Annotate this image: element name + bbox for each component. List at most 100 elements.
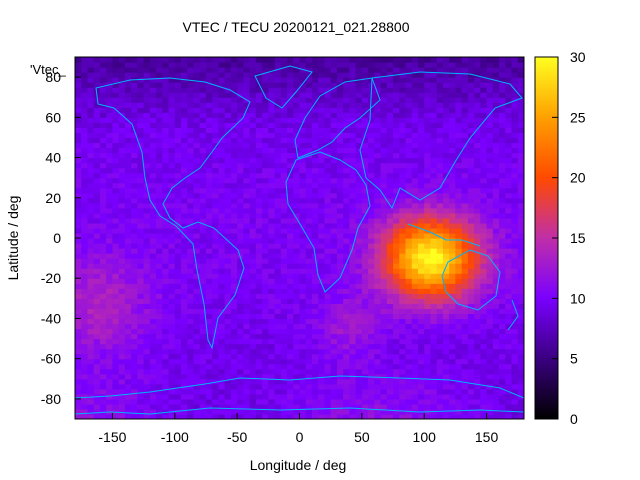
heatmap-cell xyxy=(455,383,463,390)
heatmap-cell xyxy=(486,122,494,128)
heatmap-cell xyxy=(174,398,182,405)
heatmap-cell xyxy=(237,258,244,264)
heatmap-cell xyxy=(424,217,432,224)
heatmap-cell xyxy=(349,172,357,179)
heatmap-cell xyxy=(75,97,82,103)
heatmap-cell xyxy=(131,172,138,179)
heatmap-cell xyxy=(417,57,425,63)
heatmap-cell xyxy=(436,57,444,63)
heatmap-cell xyxy=(355,202,363,209)
heatmap-cell xyxy=(368,227,375,234)
heatmap-cell xyxy=(311,217,319,224)
heatmap-cell xyxy=(374,338,382,345)
heatmap-cell xyxy=(224,253,232,259)
heatmap-cell xyxy=(99,353,107,360)
heatmap-cell xyxy=(218,263,226,269)
heatmap-cell xyxy=(93,303,101,309)
heatmap-cell xyxy=(336,388,344,395)
heatmap-cell xyxy=(143,207,151,214)
heatmap-cell xyxy=(168,232,176,239)
heatmap-cell xyxy=(274,248,282,254)
heatmap-cell xyxy=(393,232,400,239)
heatmap-cell xyxy=(343,283,350,289)
heatmap-cell xyxy=(124,92,132,98)
heatmap-cell xyxy=(187,192,195,199)
heatmap-cell xyxy=(106,212,114,219)
heatmap-cell xyxy=(174,253,182,259)
heatmap-cell xyxy=(93,112,101,118)
heatmap-cell xyxy=(143,398,151,405)
heatmap-cell xyxy=(305,177,313,184)
heatmap-cell xyxy=(93,288,101,294)
heatmap-cell xyxy=(255,87,263,93)
heatmap-cell xyxy=(405,217,413,224)
heatmap-cell xyxy=(417,288,425,294)
heatmap-cell xyxy=(143,358,151,365)
heatmap-cell xyxy=(318,67,326,73)
heatmap-cell xyxy=(124,383,132,390)
heatmap-cell xyxy=(411,258,419,264)
heatmap-cell xyxy=(411,117,419,123)
heatmap-cell xyxy=(424,232,432,239)
heatmap-cell xyxy=(455,212,463,219)
heatmap-cell xyxy=(467,388,475,395)
heatmap-cell xyxy=(124,72,132,78)
heatmap-cell xyxy=(311,413,319,419)
heatmap-cell xyxy=(230,363,238,370)
heatmap-cell xyxy=(430,358,438,365)
heatmap-cell xyxy=(205,408,213,415)
heatmap-cell xyxy=(492,82,500,88)
heatmap-cell xyxy=(330,97,338,103)
heatmap-cell xyxy=(193,77,201,83)
heatmap-cell xyxy=(374,263,382,269)
heatmap-cell xyxy=(280,298,288,304)
heatmap-cell xyxy=(187,222,195,229)
heatmap-cell xyxy=(274,338,282,345)
heatmap-cell xyxy=(230,177,238,184)
heatmap-cell xyxy=(417,378,425,385)
heatmap-cell xyxy=(467,348,475,355)
heatmap-cell xyxy=(380,243,388,249)
heatmap-cell xyxy=(99,232,107,239)
heatmap-cell xyxy=(474,162,481,169)
heatmap-cell xyxy=(461,268,469,274)
heatmap-cell xyxy=(461,152,469,159)
heatmap-cell xyxy=(212,202,220,209)
heatmap-cell xyxy=(218,383,226,390)
heatmap-cell xyxy=(243,293,251,299)
heatmap-cell xyxy=(181,152,188,159)
heatmap-cell xyxy=(99,77,107,83)
heatmap-cell xyxy=(193,273,201,279)
heatmap-cell xyxy=(374,152,382,159)
heatmap-cell xyxy=(199,288,207,294)
heatmap-cell xyxy=(293,323,301,330)
heatmap-cell xyxy=(124,248,132,254)
heatmap-cell xyxy=(492,408,500,415)
heatmap-cell xyxy=(336,338,344,345)
heatmap-cell xyxy=(399,187,407,194)
heatmap-cell xyxy=(156,353,163,360)
heatmap-cell xyxy=(199,182,207,189)
heatmap-cell xyxy=(311,197,319,204)
heatmap-cell xyxy=(393,147,400,154)
heatmap-cell xyxy=(436,268,444,274)
heatmap-cell xyxy=(293,77,301,83)
heatmap-cell xyxy=(455,268,463,274)
heatmap-cell xyxy=(143,243,151,249)
heatmap-cell xyxy=(436,67,444,73)
heatmap-cell xyxy=(374,232,382,239)
heatmap-cell xyxy=(106,383,114,390)
heatmap-cell xyxy=(430,167,438,174)
heatmap-cell xyxy=(118,137,126,144)
heatmap-cell xyxy=(467,77,475,83)
heatmap-cell xyxy=(368,147,375,154)
heatmap-cell xyxy=(162,67,170,73)
heatmap-cell xyxy=(455,187,463,194)
heatmap-cell xyxy=(380,298,388,304)
heatmap-cell xyxy=(162,227,170,234)
heatmap-cell xyxy=(280,263,288,269)
heatmap-cell xyxy=(311,172,319,179)
heatmap-cell xyxy=(255,328,263,335)
heatmap-cell xyxy=(361,413,369,419)
heatmap-cell xyxy=(380,77,388,83)
